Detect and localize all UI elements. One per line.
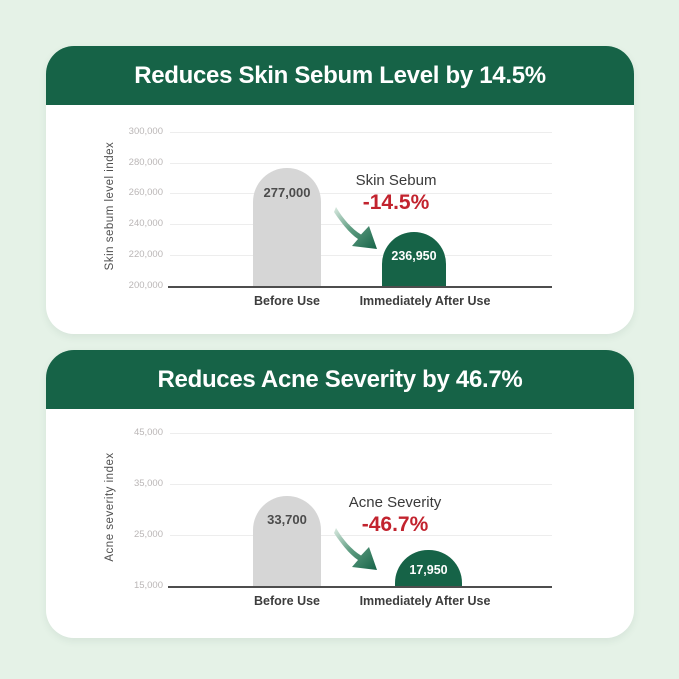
gridline [170,433,552,434]
annotation-series-label: Acne Severity [348,494,442,511]
acne-card-title: Reduces Acne Severity by 46.7% [157,365,523,393]
x-category-label: Before Use [254,294,320,308]
acne-chart-card: Reduces Acne Severity by 46.7% Acne seve… [46,350,634,638]
y-tick-label: 15,000 [133,580,163,591]
bar-value-label: 236,950 [391,249,437,263]
sebum-chart-card: Reduces Skin Sebum Level by 14.5% Skin s… [46,46,634,334]
bar-value-label: 277,000 [263,185,311,200]
bar-after-use: 236,950 [382,232,446,286]
y-tick-label: 200,000 [128,280,163,291]
acne-annotation: Acne Severity -46.7% [315,495,475,537]
acne-card-banner: Reduces Acne Severity by 46.7% [46,350,634,409]
annotation-change-label: -14.5% [362,191,430,214]
acne-chart-plot-area: Acne severity index 45,000 35,000 25,000… [46,409,634,638]
x-axis-line [168,586,552,588]
y-tick-label: 35,000 [133,478,163,489]
x-category-label: Immediately After Use [359,294,491,308]
gridline [170,193,552,194]
bar-after-use: 17,950 [395,550,462,586]
y-tick-label: 300,000 [128,126,163,137]
bar-value-label: 17,950 [409,563,448,577]
sebum-card-banner: Reduces Skin Sebum Level by 14.5% [46,46,634,105]
y-tick-label: 25,000 [133,529,163,540]
x-category-label: Immediately After Use [359,594,491,608]
gridline [170,163,552,164]
decrease-arrow-icon [334,207,377,249]
gridline [170,132,552,133]
decrease-arrow-icon [334,528,377,570]
sebum-chart-plot-area: Skin sebum level index 300,000 280,000 2… [46,105,634,334]
y-tick-label: 220,000 [128,249,163,260]
x-category-label: Before Use [254,594,320,608]
y-tick-label: 280,000 [128,157,163,168]
gridline [170,535,552,536]
sebum-annotation: Skin Sebum -14.5% [316,173,476,215]
gridline [170,255,552,256]
bar-value-label: 33,700 [267,512,307,527]
bar-before-use: 277,000 [253,168,321,286]
sebum-card-title: Reduces Skin Sebum Level by 14.5% [134,61,546,89]
annotation-series-label: Skin Sebum [355,172,437,189]
y-tick-label: 240,000 [128,218,163,229]
bar-before-use: 33,700 [253,496,321,586]
x-axis-line [168,286,552,288]
y-tick-label: 45,000 [133,427,163,438]
gridline [170,484,552,485]
annotation-change-label: -46.7% [361,513,429,536]
y-tick-label: 260,000 [128,187,163,198]
gridline [170,224,552,225]
